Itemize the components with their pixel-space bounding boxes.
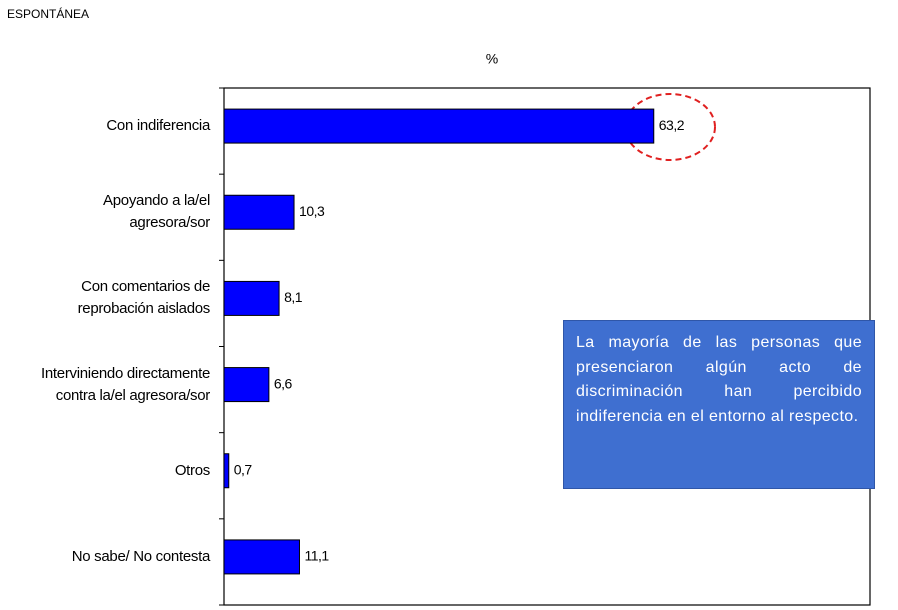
- value-label: 0,7: [234, 461, 253, 477]
- value-label: 11,1: [304, 548, 329, 564]
- category-label: Apoyando a la/el agresora/sor: [103, 192, 210, 232]
- chart-title: ESPONTÁNEA: [7, 7, 90, 21]
- annotation-box: La mayoría de las personas que presencia…: [563, 320, 875, 489]
- value-label: 10,3: [299, 203, 325, 219]
- bar: [223, 280, 280, 316]
- category-label: Interviniendo directamente contra la/el …: [41, 364, 210, 404]
- value-label: 6,6: [274, 375, 293, 391]
- category-label: Con comentarios de reprobación aislados: [77, 278, 211, 318]
- bar: [223, 194, 295, 230]
- bar: [223, 108, 655, 144]
- bar: [223, 367, 270, 403]
- value-label: 63,2: [659, 117, 685, 133]
- category-label: Otros: [174, 461, 210, 479]
- category-label: No sabe/ No contesta: [71, 547, 211, 565]
- axis-label: %: [486, 51, 498, 67]
- category-label: Con indiferencia: [106, 117, 210, 135]
- value-label: 8,1: [284, 289, 303, 305]
- bar: [223, 453, 230, 489]
- bar: [223, 539, 300, 575]
